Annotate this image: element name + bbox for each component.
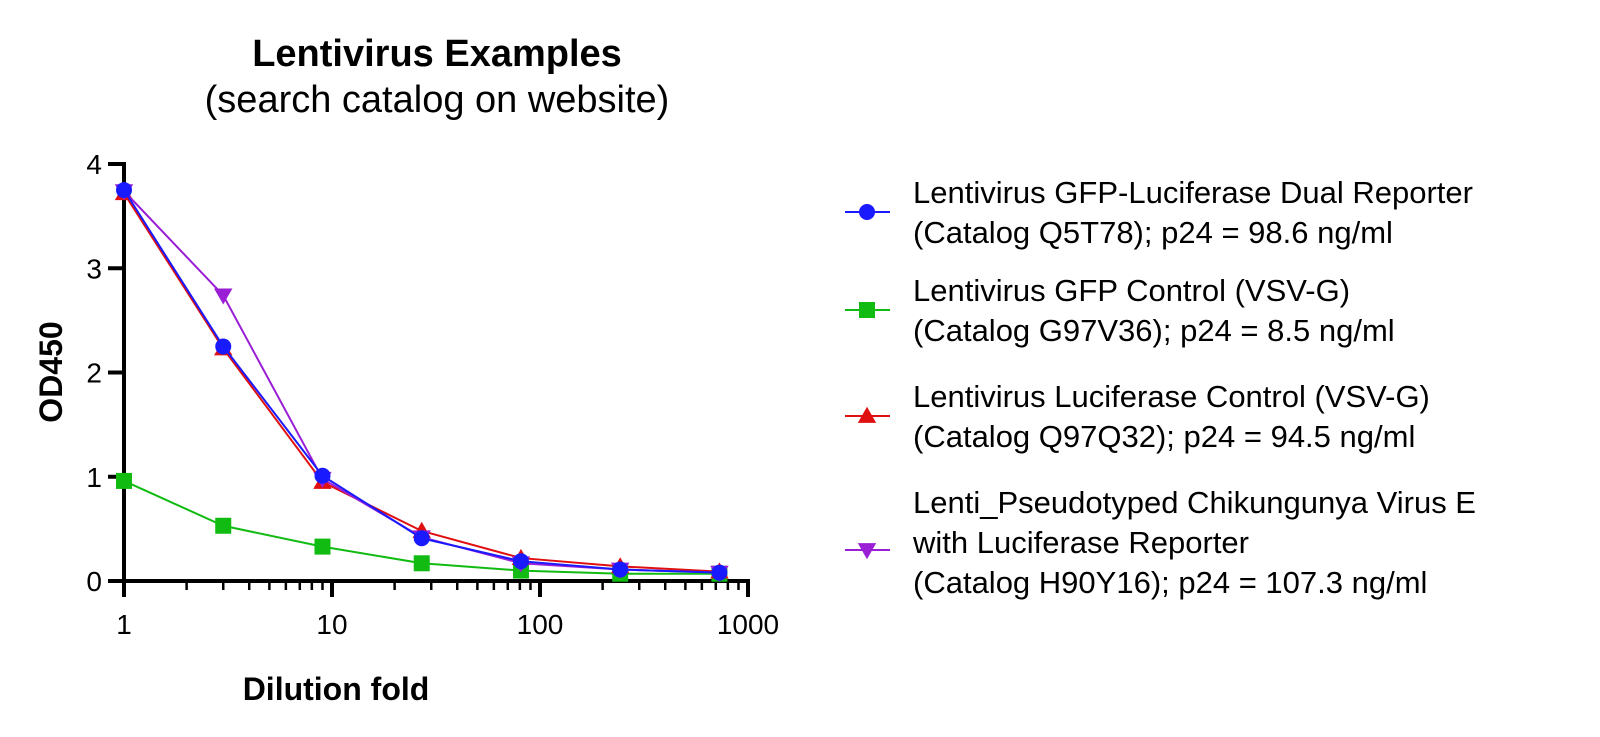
legend-label: (Catalog Q97Q32); p24 = 94.5 ng/ml [913, 419, 1415, 454]
chart-subtitle: (search catalog on website) [205, 79, 670, 121]
legend-item-4: Lenti_Pseudotyped Chikungunya Virus E wit… [845, 485, 1476, 600]
series-4-line [123, 190, 720, 574]
legend-label: with Luciferase Reporter [912, 525, 1249, 560]
legend-label: (Catalog G97V36); p24 = 8.5 ng/ml [913, 313, 1395, 348]
series-1-point [512, 553, 529, 570]
x-tick-label: 1 [116, 609, 132, 640]
legend-label: Lenti_Pseudotyped Chikungunya Virus E [913, 485, 1476, 520]
series-4-point [214, 288, 233, 305]
series-1-point [116, 182, 132, 199]
y-tick-label: 2 [86, 358, 102, 389]
legend-swatch-marker [859, 302, 875, 318]
series-layer [114, 182, 729, 582]
series-2-point [314, 538, 331, 555]
legend-swatch-marker [859, 204, 875, 220]
series-1-point [215, 338, 232, 355]
legend-swatch-marker [857, 543, 877, 560]
legend-label: (Catalog H90Y16); p24 = 107.3 ng/ml [913, 565, 1427, 600]
legend-label: Lentivirus GFP Control (VSV-G) [913, 273, 1350, 308]
series-1-point [314, 467, 331, 484]
series-1-line [123, 189, 720, 574]
legend-label: Lentivirus Luciferase Control (VSV-G) [913, 379, 1430, 414]
legend-label: Lentivirus GFP-Luciferase Dual Reporter [913, 175, 1473, 210]
y-tick-label: 4 [86, 149, 102, 180]
x-tick-label: 100 [517, 609, 564, 640]
x-tick-label: 10 [316, 609, 347, 640]
y-tick-label: 0 [86, 566, 102, 597]
series-1-point [612, 561, 629, 578]
y-axis-label: OD450 [33, 321, 69, 422]
series-2-point [215, 517, 232, 534]
legend-swatch-marker [857, 406, 877, 423]
legend-item-1: Lentivirus GFP-Luciferase Dual Reporter (… [845, 175, 1473, 250]
legend-label: (Catalog Q5T78); p24 = 98.6 ng/ml [913, 215, 1393, 250]
y-tick-label: 3 [86, 253, 102, 284]
y-tick-label: 1 [86, 462, 102, 493]
x-tick-label: 1000 [717, 609, 779, 640]
series-1-point [413, 530, 430, 547]
series-2-point [413, 555, 430, 572]
legend-item-3: Lentivirus Luciferase Control (VSV-G) (Ca… [845, 379, 1430, 454]
legend-item-2: Lentivirus GFP Control (VSV-G) (Catalog G… [845, 273, 1395, 348]
series-1-point [711, 564, 728, 581]
series-2-point [116, 472, 132, 489]
series-3-line [123, 192, 720, 573]
series-1 [116, 182, 728, 581]
chart-title: Lentivirus Examples [252, 33, 622, 75]
x-axis-label: Dilution fold [243, 671, 430, 707]
legend: Lentivirus GFP-Luciferase Dual Reporter (… [845, 175, 1476, 600]
